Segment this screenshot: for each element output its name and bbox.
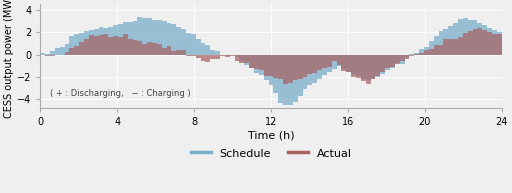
Legend: Schedule, Actual: Schedule, Actual	[186, 144, 356, 163]
Text: ( + : Discharging,   − : Charging ): ( + : Discharging, − : Charging )	[50, 89, 190, 98]
X-axis label: Time (h): Time (h)	[248, 130, 294, 140]
Y-axis label: CESS output power (MW): CESS output power (MW)	[4, 0, 14, 118]
